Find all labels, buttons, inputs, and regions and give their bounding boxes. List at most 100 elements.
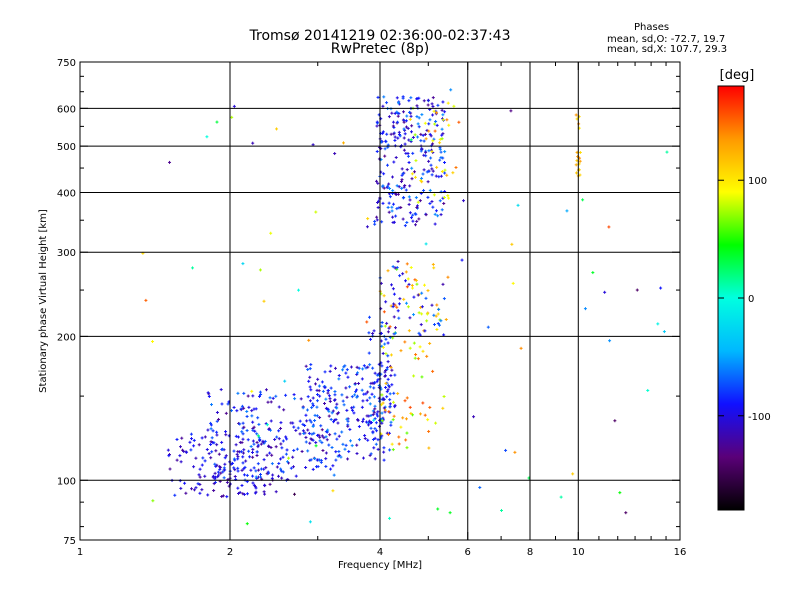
- data-point: [389, 365, 393, 369]
- data-point: [376, 181, 380, 185]
- data-point: [264, 466, 268, 470]
- data-point: [402, 136, 406, 140]
- data-point: [376, 438, 380, 442]
- data-point: [263, 439, 267, 443]
- data-point: [259, 467, 263, 471]
- data-point: [419, 323, 423, 327]
- data-point: [419, 139, 423, 143]
- data-point: [591, 271, 595, 275]
- data-point: [203, 474, 207, 478]
- data-point: [383, 370, 387, 374]
- data-point: [250, 409, 254, 413]
- data-point: [440, 127, 444, 131]
- data-point: [431, 139, 435, 143]
- data-point: [415, 282, 419, 286]
- y-tick-label: 100: [57, 476, 76, 487]
- data-point: [341, 399, 345, 403]
- data-point: [429, 163, 433, 167]
- data-point: [389, 304, 393, 308]
- data-point: [386, 388, 390, 392]
- data-point: [376, 447, 380, 451]
- data-point: [376, 410, 380, 414]
- data-point: [275, 127, 279, 131]
- data-point: [423, 283, 427, 287]
- data-point: [194, 456, 198, 460]
- data-point: [366, 390, 370, 394]
- data-point: [392, 160, 396, 164]
- data-point: [406, 126, 410, 130]
- data-point: [318, 435, 322, 439]
- data-point: [144, 298, 148, 302]
- data-point: [246, 394, 250, 398]
- data-point: [409, 266, 413, 270]
- data-point: [404, 417, 408, 421]
- data-point: [361, 417, 365, 421]
- data-point: [380, 364, 384, 368]
- data-point: [269, 419, 273, 423]
- data-point: [281, 470, 285, 474]
- data-point: [419, 305, 423, 309]
- data-point: [443, 171, 447, 175]
- data-point: [333, 398, 337, 402]
- data-point: [270, 453, 274, 457]
- data-point: [510, 242, 514, 246]
- data-point: [178, 454, 182, 458]
- data-point: [346, 424, 350, 428]
- data-point: [151, 499, 155, 503]
- data-point: [292, 425, 296, 429]
- data-point: [439, 150, 443, 154]
- data-point: [392, 315, 396, 319]
- data-point: [391, 215, 395, 219]
- data-point: [398, 274, 402, 278]
- data-point: [397, 442, 401, 446]
- data-point: [255, 450, 259, 454]
- data-point: [292, 465, 296, 469]
- data-point: [411, 213, 415, 217]
- data-point: [279, 457, 283, 461]
- data-point: [454, 165, 458, 169]
- data-point: [209, 403, 213, 407]
- data-point: [225, 480, 229, 484]
- data-point: [275, 435, 279, 439]
- data-point: [232, 405, 236, 409]
- data-point: [307, 431, 311, 435]
- data-point: [434, 119, 438, 123]
- data-point: [421, 172, 425, 176]
- data-point: [373, 222, 377, 226]
- data-point: [411, 286, 415, 290]
- data-point: [441, 406, 445, 410]
- data-point: [279, 426, 283, 430]
- data-point: [400, 186, 404, 190]
- data-point: [367, 351, 371, 355]
- data-point: [386, 184, 390, 188]
- data-point: [427, 429, 431, 433]
- data-point: [277, 437, 281, 441]
- data-point: [263, 484, 267, 488]
- data-point: [285, 437, 289, 441]
- data-point: [401, 96, 405, 100]
- data-point: [190, 437, 194, 441]
- data-point: [296, 426, 300, 430]
- data-point: [216, 475, 220, 479]
- data-point: [407, 202, 411, 206]
- data-point: [328, 399, 332, 403]
- data-point: [324, 464, 328, 468]
- data-point: [250, 389, 254, 393]
- data-point: [405, 285, 409, 289]
- data-point: [387, 201, 391, 205]
- data-point: [443, 168, 447, 172]
- data-point: [662, 330, 666, 334]
- data-point: [565, 209, 569, 213]
- data-point: [382, 446, 386, 450]
- data-point: [206, 428, 210, 432]
- data-point: [339, 455, 343, 459]
- data-point: [209, 442, 213, 446]
- data-point: [333, 432, 337, 436]
- data-point: [254, 486, 258, 490]
- data-point: [389, 423, 393, 427]
- y-axis-label: Stationary phase Virtual Height [km]: [38, 209, 49, 393]
- data-point: [431, 262, 435, 266]
- data-point: [382, 172, 386, 176]
- data-point: [293, 492, 297, 496]
- data-point: [380, 321, 384, 325]
